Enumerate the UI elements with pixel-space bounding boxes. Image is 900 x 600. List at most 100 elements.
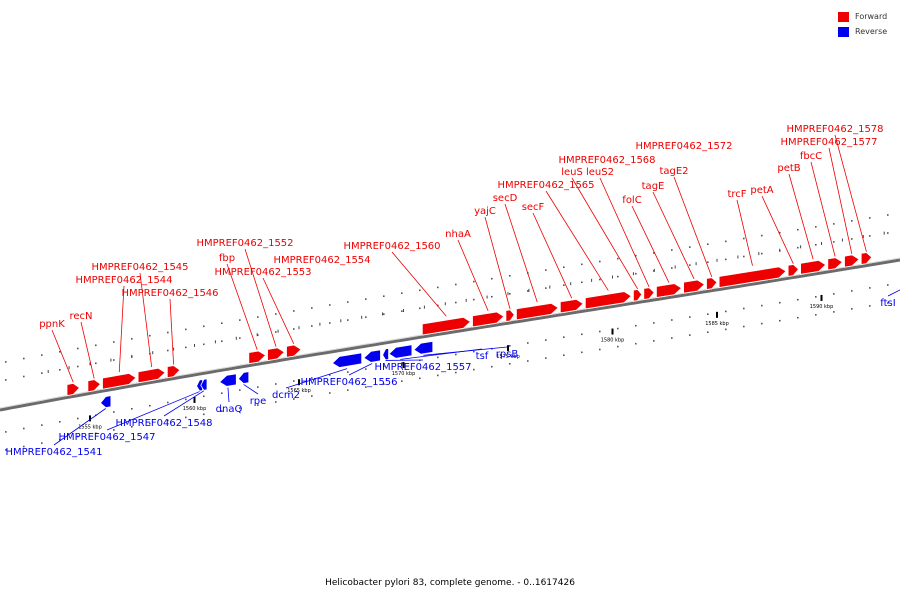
leader-line-HMPREF0462_1552	[244, 248, 277, 347]
guide-dot	[419, 307, 421, 310]
guide-dot	[77, 417, 79, 420]
guide-dot	[707, 313, 709, 315]
scale-tick-label: 1585 kbp	[705, 321, 729, 327]
legend-item-forward[interactable]: Forward	[838, 9, 887, 24]
minor-tick	[68, 366, 70, 370]
guide-dot	[743, 307, 745, 310]
minor-tick	[194, 343, 195, 347]
leader-line-secD	[504, 203, 538, 303]
guide-dot	[41, 442, 43, 444]
gene-arrow-rpe	[237, 371, 250, 384]
guide-dot	[473, 368, 475, 371]
guide-dot	[473, 280, 475, 283]
guide-dot	[509, 345, 511, 347]
gene-arrow-secD	[516, 302, 559, 321]
gene-label-HMPREF0462_1557: HMPREF0462_1557	[374, 362, 471, 373]
guide-dot	[725, 240, 727, 243]
guide-dot	[131, 426, 133, 428]
leader-line-ftsI	[887, 289, 900, 297]
leader-line-recN	[80, 321, 95, 379]
minor-tick	[528, 288, 530, 292]
gene-arrow-leuS	[633, 289, 643, 302]
gene-arrow-tagE	[683, 279, 706, 294]
minor-tick	[758, 252, 760, 256]
scale-tick-label: 1565 kbp	[287, 388, 311, 394]
guide-dot	[725, 258, 727, 261]
leader-line-nhaA	[457, 239, 489, 312]
minor-tick	[549, 285, 551, 289]
gene-arrow-dcm2	[331, 352, 363, 368]
gene-label-secD: secD	[493, 193, 518, 204]
minor-tick	[841, 238, 843, 242]
minor-tick	[653, 268, 655, 272]
legend-item-reverse[interactable]: Reverse	[838, 24, 887, 39]
gene-arrow-HMPREF0462_1544	[102, 372, 137, 390]
guide-dot	[509, 293, 511, 295]
guide-dot	[401, 362, 403, 364]
guide-dot	[689, 316, 691, 318]
leader-line-yajC	[484, 216, 511, 310]
guide-dot	[113, 341, 115, 343]
gene-arrow-dnaQ	[218, 373, 237, 387]
guide-dot	[797, 316, 799, 319]
guide-dot	[401, 380, 403, 382]
gene-layer	[66, 252, 873, 409]
gene-label-trcF: trcF	[727, 189, 746, 200]
guide-dot	[185, 416, 187, 419]
leader-line-HMPREF0462_1545	[139, 272, 153, 368]
minor-tick	[862, 235, 864, 239]
guide-dot	[473, 350, 475, 353]
guide-dot	[293, 328, 295, 330]
reverse-swatch	[838, 26, 849, 37]
leader-line-petB	[788, 173, 814, 260]
backbone-layer	[0, 214, 900, 451]
scale-tick-label: 1555 kbp	[78, 424, 102, 430]
guide-dot	[725, 328, 727, 331]
scale-tick	[611, 328, 614, 335]
gene-arrow-recN	[87, 379, 102, 393]
guide-dot	[419, 377, 421, 380]
gene-label-tagE: tagE	[642, 181, 665, 192]
guide-dot	[599, 260, 601, 263]
guide-dot	[275, 401, 277, 403]
leader-line-HMPREF0462_1556	[348, 363, 373, 376]
guide-dot	[833, 241, 835, 243]
guide-dot	[95, 344, 97, 347]
leader-line-ppnK	[51, 329, 74, 383]
guide-dot	[77, 347, 79, 350]
guide-dot	[527, 360, 529, 362]
gene-arrow-tagE2	[706, 277, 718, 290]
gene-arrow-leuS2	[643, 287, 655, 300]
guide-dot	[545, 287, 547, 289]
guide-dot	[239, 337, 241, 339]
guide-dot	[743, 255, 745, 258]
leader-line-HMPREF0462_1547	[106, 391, 200, 431]
minor-tick	[173, 347, 175, 351]
guide-dot	[203, 343, 205, 346]
gene-arrow-HMPREF0462_1545	[137, 367, 166, 384]
guide-dot	[167, 401, 169, 404]
gene-label-HMPREF0462_1568: HMPREF0462_1568	[558, 155, 655, 166]
leader-line-HMPREF0462_1560	[391, 251, 447, 317]
guide-dot	[5, 431, 7, 433]
guide-dot	[365, 316, 367, 318]
guide-dot	[383, 365, 385, 367]
minor-tick	[507, 292, 509, 296]
guide-dot	[653, 252, 655, 254]
leader-line-HMPREF0462_1548	[163, 390, 205, 417]
guide-dot	[257, 404, 259, 406]
guide-dot	[869, 305, 871, 307]
minor-tick	[632, 272, 634, 276]
guide-dot	[167, 419, 169, 422]
gene-arrow-HMPREF0462_1557	[382, 347, 390, 361]
guide-dot	[599, 330, 601, 333]
gene-label-HMPREF0462_1547: HMPREF0462_1547	[58, 432, 155, 443]
guide-dot	[257, 334, 259, 336]
guide-dot	[365, 368, 367, 370]
gene-label-HMPREF0462_1560: HMPREF0462_1560	[343, 241, 440, 252]
guide-dot	[671, 337, 673, 339]
gene-label-petA: petA	[750, 185, 773, 196]
guide-dot	[257, 386, 259, 388]
guide-dot	[167, 349, 169, 352]
